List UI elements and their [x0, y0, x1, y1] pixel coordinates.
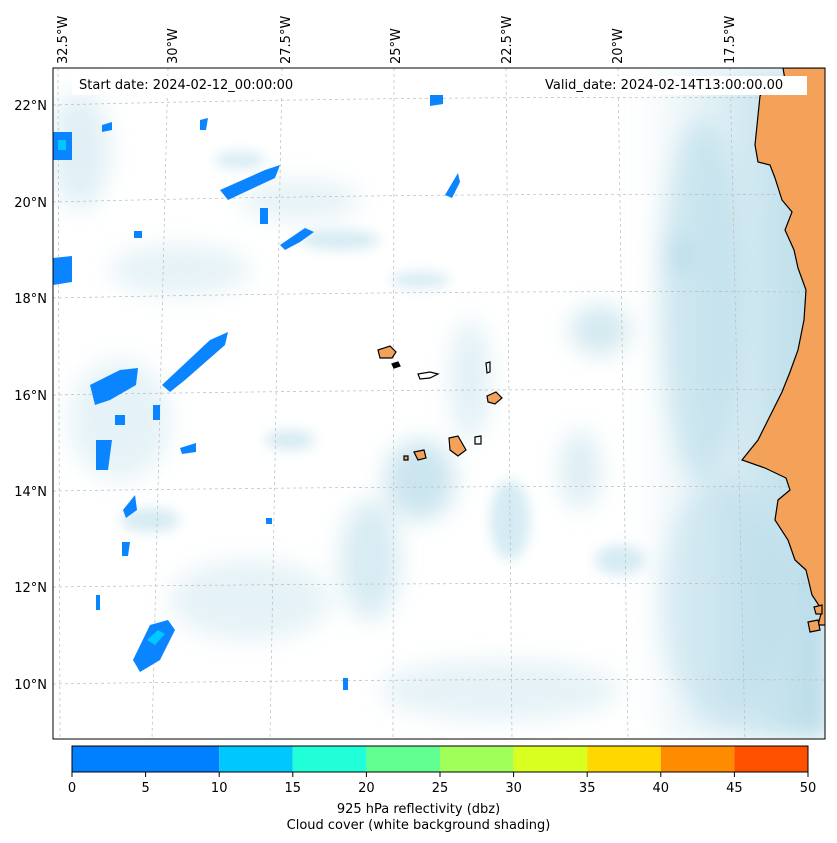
lat-label: 16°N — [14, 389, 47, 404]
colorbar-bins — [72, 746, 808, 772]
lon-label: 20°W — [611, 28, 626, 64]
colorbar-tick-label: 50 — [800, 781, 817, 796]
colorbar-bin — [660, 746, 735, 772]
bijagos-1 — [807, 619, 821, 633]
boa-vista — [486, 391, 503, 405]
brava — [403, 455, 409, 461]
colorbar-tick-label: 40 — [653, 781, 670, 796]
bijagos-2 — [813, 604, 823, 615]
colorbar-bin — [587, 746, 661, 772]
colorbar-bin — [440, 746, 514, 772]
sao-vicente — [391, 361, 401, 369]
lat-label: 12°N — [14, 581, 47, 596]
reflectivity-echoes-core — [58, 140, 165, 645]
colorbar-bin — [366, 746, 440, 772]
lon-label: 27.5°W — [279, 16, 294, 64]
colorbar-bin — [72, 746, 220, 772]
valid-date-label: Valid_date: 2024-02-14T13:00:00.00 — [540, 76, 807, 95]
sal — [485, 361, 491, 374]
reflectivity-echoes — [53, 95, 460, 690]
colorbar-sublabel: Cloud cover (white background shading) — [286, 818, 551, 833]
colorbar-tick-label: 30 — [505, 781, 522, 796]
colorbar-caption: 925 hPa reflectivity (dbz) Cloud cover (… — [0, 802, 837, 834]
colorbar-tick-label: 35 — [579, 781, 596, 796]
colorbar-tick-label: 45 — [726, 781, 743, 796]
colorbar-tick-label: 5 — [141, 781, 149, 796]
graticule — [53, 68, 825, 739]
colorbar-tick-label: 20 — [358, 781, 375, 796]
maio — [474, 435, 482, 445]
colorbar-ticks: 0 5 10 15 20 25 30 35 40 45 50 — [68, 772, 816, 796]
santiago — [448, 435, 467, 457]
lon-label: 25°W — [389, 28, 404, 64]
santo-antao — [377, 345, 397, 359]
start-date-label: Start date: 2024-02-12_00:00:00 — [72, 76, 319, 95]
lon-label: 22.5°W — [500, 16, 515, 64]
lon-label: 30°W — [166, 28, 181, 64]
lat-label: 18°N — [14, 292, 47, 307]
colorbar-bin — [219, 746, 293, 772]
lat-label: 10°N — [14, 678, 47, 693]
colorbar: 0 5 10 15 20 25 30 35 40 45 50 — [68, 745, 816, 796]
land — [377, 68, 825, 633]
lat-label: 20°N — [14, 196, 47, 211]
fogo — [413, 449, 427, 461]
colorbar-label: 925 hPa reflectivity (dbz) — [336, 802, 501, 817]
colorbar-tick-label: 0 — [68, 781, 76, 796]
longitude-labels: 32.5°W 30°W 27.5°W 25°W 22.5°W 20°W 17.5… — [56, 16, 738, 64]
colorbar-tick-label: 25 — [432, 781, 449, 796]
colorbar-bin — [292, 746, 367, 772]
latitude-labels: 22°N 20°N 18°N 16°N 14°N 12°N 10°N — [14, 99, 47, 693]
africa-coast — [741, 68, 825, 626]
lat-label: 22°N — [14, 99, 47, 114]
colorbar-tick-label: 10 — [211, 781, 228, 796]
sao-nicolau — [417, 371, 440, 380]
map-frame — [52, 67, 826, 740]
colorbar-bin — [734, 746, 808, 772]
colorbar-bin — [513, 746, 588, 772]
colorbar-tick-label: 15 — [285, 781, 302, 796]
lon-label: 32.5°W — [56, 16, 71, 64]
lon-label: 17.5°W — [723, 16, 738, 64]
lat-label: 14°N — [14, 485, 47, 500]
